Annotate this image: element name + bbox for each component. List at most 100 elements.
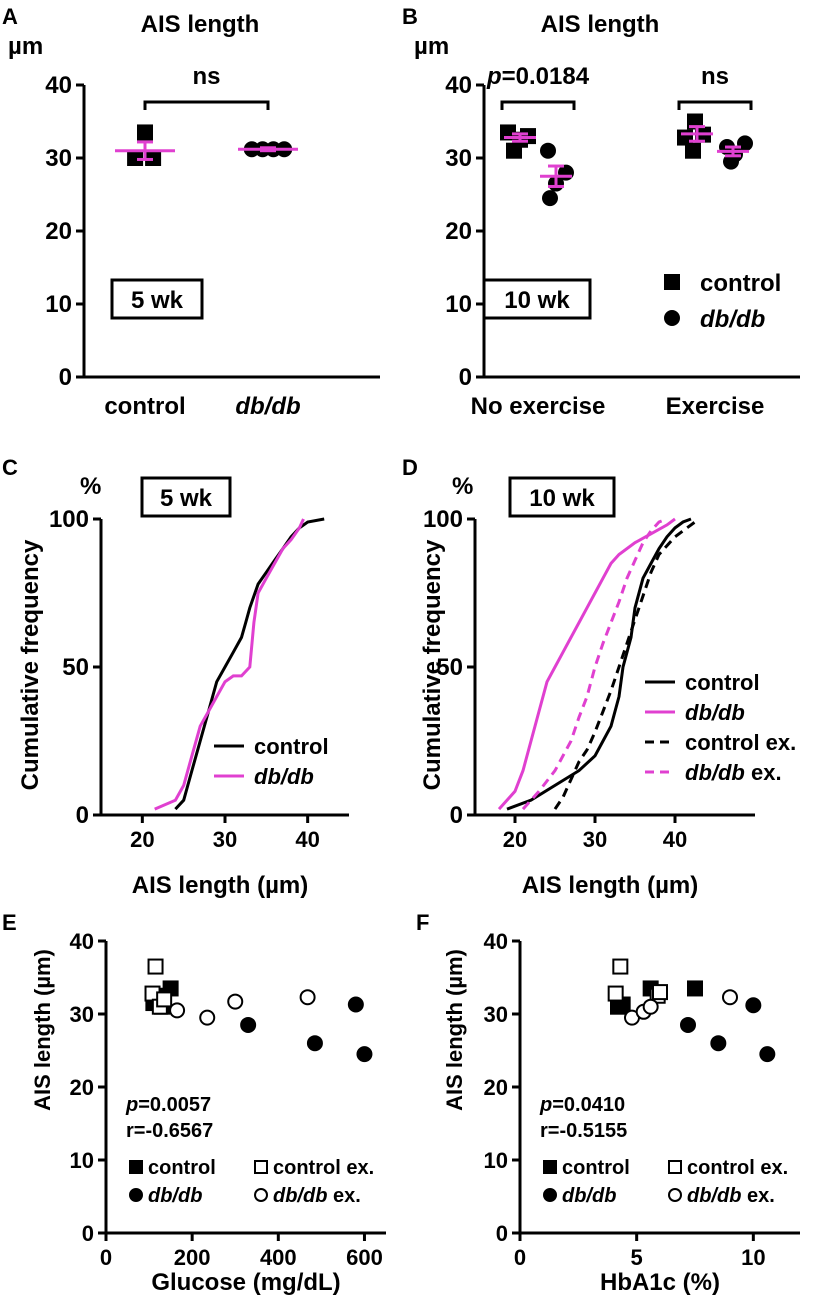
- chart-y-tick-label: 0: [82, 1221, 94, 1246]
- data-point-open-circle: [642, 998, 659, 1015]
- chart-y-tick-label: 50: [436, 654, 463, 681]
- category-label: No exercise: [471, 393, 606, 420]
- legend-marker: [129, 1188, 143, 1202]
- legend-marker: [543, 1160, 557, 1174]
- y-unit-label: µm: [414, 33, 449, 60]
- data-point-filled-circle: [745, 997, 762, 1014]
- data-point-square: [506, 142, 522, 159]
- legend-label: db/db ex.: [685, 760, 782, 785]
- chart-y-tick-label: 30: [45, 145, 72, 172]
- data-point-open-circle: [722, 989, 738, 1006]
- panel-f: AIS length (µm) 0 10 20 30 40 0 5 10 HbA1c (%) p=0…: [442, 929, 800, 1296]
- chart-y-tick-label: 10: [445, 291, 472, 318]
- x-axis-label: AIS length (µm): [522, 872, 698, 899]
- legend-marker: [254, 1188, 268, 1202]
- chart-y-tick-label: 0: [450, 802, 463, 829]
- legend-label: db/db: [254, 764, 314, 789]
- panel-letter-d: D: [402, 455, 418, 480]
- data-point-filled-circle: [347, 996, 364, 1013]
- y-axis-label: AIS length (µm): [30, 949, 55, 1111]
- data-point-open-circle: [227, 993, 244, 1010]
- chart-y-tick-label: 30: [445, 145, 472, 172]
- panel-letter-c: C: [2, 455, 18, 480]
- chart-y-tick-label: 20: [45, 218, 72, 245]
- legend-label: control: [700, 270, 781, 297]
- chart-y-tick-label: 0: [59, 364, 72, 391]
- panel-b: AIS length µm 0 10 20 30 40 No exercise Exercise…: [414, 11, 800, 420]
- series-line-control-ex-: [553, 517, 700, 810]
- x-axis-label: HbA1c (%): [600, 1269, 720, 1296]
- chart-x-tick-label: 30: [213, 827, 237, 852]
- panel-letter-f: F: [416, 910, 429, 935]
- data-point-open-square: [147, 958, 164, 975]
- boxed-age-frame: [140, 476, 232, 518]
- legend-marker: [129, 1160, 143, 1174]
- boxed-age-label: 10 wk: [504, 287, 570, 314]
- chart-x-tick-label: 40: [663, 827, 687, 852]
- significance-label: ns: [192, 63, 220, 90]
- significance-bracket: [677, 100, 753, 110]
- data-point-open-circle: [199, 1009, 216, 1026]
- chart-y-tick-label: 0: [459, 364, 472, 391]
- chart-x-tick-label: 400: [260, 1245, 297, 1270]
- data-point-square: [137, 124, 153, 141]
- series-line-control: [174, 517, 325, 811]
- boxed-age-frame: [508, 476, 616, 518]
- chart-y-tick-label: 0: [496, 1221, 508, 1246]
- x-axis-label: AIS length (µm): [132, 872, 308, 899]
- p-value-label: p=0.0410: [539, 1094, 625, 1116]
- chart-x-tick-label: 20: [130, 827, 154, 852]
- chart-title: AIS length: [541, 11, 660, 38]
- chart-y-tick-label: 40: [484, 929, 508, 954]
- chart-x-tick-label: 20: [503, 827, 527, 852]
- significance-label: ns: [701, 63, 729, 90]
- legend-label: control: [254, 734, 329, 759]
- chart-x-tick-label: 200: [174, 1245, 211, 1270]
- panel-c: % 5 wk Cumulative frequency 0 50 100 20 30 40 AIS…: [17, 473, 349, 899]
- chart-y-tick-label: 20: [484, 1075, 508, 1100]
- p-value-label: p=0.0057: [125, 1094, 211, 1116]
- category-label: control: [104, 393, 185, 420]
- chart-y-tick-label: 0: [76, 802, 89, 829]
- y-unit-label: µm: [8, 33, 43, 60]
- legend-marker: [664, 274, 680, 290]
- chart-x-tick-label: 10: [741, 1245, 765, 1270]
- chart-y-tick-label: 10: [484, 1148, 508, 1173]
- panel-letter-a: A: [2, 4, 18, 29]
- significance-label: p=0.0184: [486, 63, 590, 90]
- legend-label: control ex.: [687, 1157, 788, 1179]
- y-axis-label: Cumulative frequency: [419, 539, 446, 790]
- legend-label: control: [148, 1157, 216, 1179]
- data-point-open-circle: [299, 989, 316, 1006]
- data-point-filled-circle: [306, 1035, 323, 1052]
- legend-label: db/db: [562, 1185, 616, 1207]
- chart-y-tick-label: 30: [70, 1002, 94, 1027]
- data-point-filled-circle: [759, 1046, 776, 1063]
- data-point-circle: [540, 142, 556, 159]
- chart-y-tick-label: 100: [423, 506, 463, 533]
- data-point-filled-square: [687, 980, 703, 997]
- chart-y-tick-label: 30: [484, 1002, 508, 1027]
- chart-y-tick-label: 40: [445, 72, 472, 99]
- legend-label: control: [562, 1157, 630, 1179]
- chart-y-tick-label: 10: [70, 1148, 94, 1173]
- panel-a: AIS length µm 0 10 20 30 40 control db/db ns 5 wk: [8, 11, 380, 420]
- chart-x-tick-label: 0: [100, 1245, 112, 1270]
- chart-x-tick-label: 600: [346, 1245, 383, 1270]
- chart-y-tick-label: 10: [45, 291, 72, 318]
- data-point-filled-circle: [710, 1035, 727, 1052]
- chart-y-tick-label: 20: [445, 218, 472, 245]
- category-label: db/db: [235, 393, 300, 420]
- boxed-age-label: 5 wk: [131, 287, 184, 314]
- data-point-filled-circle: [356, 1046, 373, 1063]
- y-unit-label: %: [80, 473, 101, 500]
- chart-x-tick-label: 0: [514, 1245, 526, 1270]
- legend-label: db/db ex.: [273, 1185, 361, 1207]
- y-axis-label: AIS length (µm): [442, 949, 467, 1111]
- legend-label: db/db: [700, 306, 765, 333]
- data-point-open-circle: [169, 1002, 186, 1019]
- significance-bracket: [500, 100, 576, 110]
- chart-x-tick-label: 5: [631, 1245, 643, 1270]
